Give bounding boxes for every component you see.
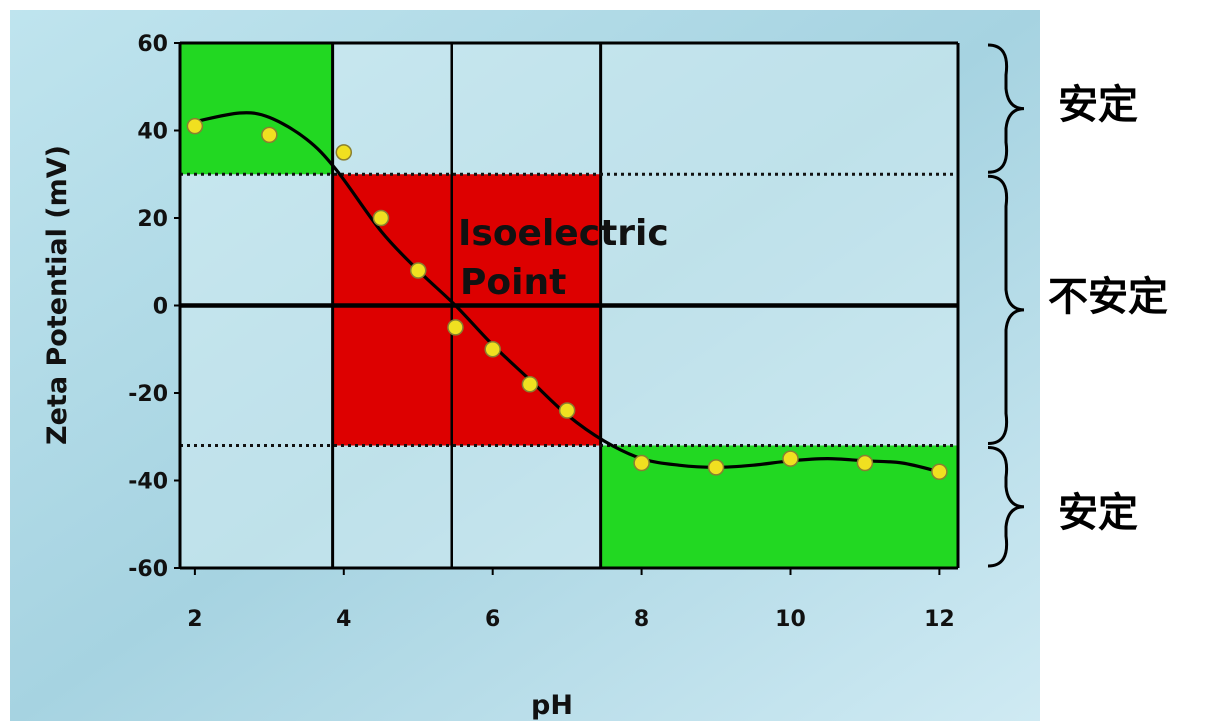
data-point [558,402,576,419]
band-brace-0 [987,43,1025,174]
y-tick-label: -60 [128,557,168,582]
zone-0 [180,43,333,175]
data-point [931,463,948,480]
data-point [484,341,501,358]
band-label-unstable: 不安定 [1048,274,1168,320]
data-points [186,117,948,480]
data-point [707,459,725,476]
y-tick-label: 0 [153,295,168,320]
data-point [261,126,278,144]
y-tick-label: -20 [128,382,168,407]
band-brace-2 [987,446,1025,568]
data-point [633,454,650,472]
band-label-stable-top: 安定 [1058,82,1138,128]
y-axis-title: Zeta Potential (mV) [42,145,73,445]
x-axis-ticks: 2 4 6 8 10 12 [187,568,955,632]
data-point [782,450,799,467]
data-point [409,262,427,279]
zone-2 [600,445,958,568]
y-tick-label: 40 [137,120,168,145]
x-tick-label: 4 [336,607,351,632]
data-point [186,117,204,135]
y-axis-ticks: 60 40 20 0 -20 -40 -60 [128,32,180,582]
x-axis-title: pH [531,690,573,721]
plot-area [178,41,960,570]
data-point [372,209,390,227]
y-tick-label: 20 [137,207,168,232]
isoelectric-label-line2: Point [460,262,566,303]
band-brace-1 [987,174,1025,445]
x-tick-label: 2 [187,607,202,632]
x-tick-label: 6 [485,607,500,632]
x-tick-label: 10 [775,607,806,632]
y-tick-label: 60 [137,32,168,57]
data-point [521,376,539,393]
data-point [856,454,874,472]
isoelectric-label-line1: Isoelectric [458,213,669,254]
stability-bands: 安定 不安定 安定 [987,43,1168,568]
x-tick-label: 8 [634,607,649,632]
data-point [447,319,464,336]
data-point [335,144,353,161]
band-label-stable-bottom: 安定 [1058,490,1138,536]
y-tick-label: -40 [128,470,168,495]
x-tick-label: 12 [924,607,955,632]
